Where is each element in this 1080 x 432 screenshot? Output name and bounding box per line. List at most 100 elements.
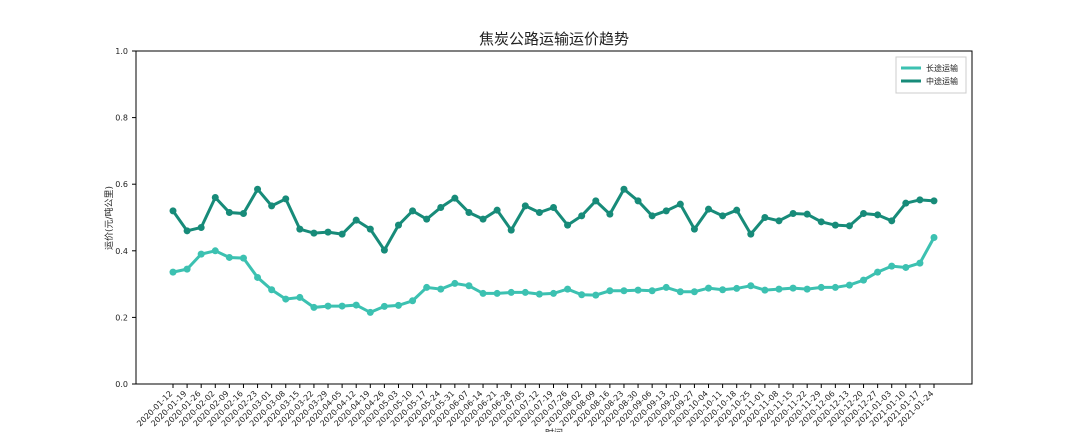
data-point (409, 207, 417, 215)
data-point (239, 254, 247, 262)
data-point (493, 289, 501, 297)
data-point (479, 289, 487, 297)
data-point (705, 205, 713, 213)
data-point (705, 284, 713, 292)
data-point (338, 302, 346, 310)
data-point (690, 288, 698, 296)
data-point (507, 226, 515, 234)
data-point (310, 303, 318, 311)
data-point (197, 223, 205, 231)
y-tick-label: 0.6 (115, 180, 128, 189)
data-point (465, 282, 473, 290)
data-point (578, 212, 586, 220)
data-point (634, 197, 642, 205)
data-point (789, 284, 797, 292)
data-point (338, 230, 346, 238)
data-point (803, 285, 811, 293)
data-point (310, 229, 318, 237)
data-point (521, 288, 529, 296)
data-point (282, 195, 290, 203)
data-point (676, 288, 684, 296)
data-point (197, 250, 205, 258)
data-point (239, 210, 247, 218)
data-point (507, 288, 515, 296)
data-point (268, 286, 276, 294)
data-point (183, 265, 191, 273)
data-point (409, 297, 417, 305)
data-point (930, 233, 938, 241)
data-point (578, 291, 586, 299)
data-point (860, 210, 868, 218)
data-point (902, 263, 910, 271)
data-point (620, 185, 628, 193)
data-point (282, 295, 290, 303)
data-point (803, 210, 811, 218)
data-point (564, 221, 572, 229)
data-point (888, 262, 896, 270)
data-point (352, 301, 360, 309)
y-tick-label: 0.2 (115, 313, 128, 322)
data-point (394, 221, 402, 229)
chart-title: 焦炭公路运输运价趋势 (479, 30, 629, 48)
data-point (874, 211, 882, 219)
data-point (550, 289, 557, 297)
data-point (451, 279, 459, 287)
data-point (845, 281, 853, 289)
plot-frame (135, 50, 973, 385)
data-point (465, 209, 473, 217)
data-point (324, 302, 332, 310)
data-point (394, 301, 402, 309)
data-point (183, 227, 191, 235)
data-point (366, 308, 374, 316)
data-point (845, 222, 853, 230)
data-point (662, 207, 670, 215)
data-point (634, 286, 642, 294)
y-tick-label: 0.8 (115, 114, 128, 123)
data-point (775, 217, 783, 225)
data-point (550, 204, 557, 212)
data-point (747, 230, 755, 238)
data-point (761, 286, 769, 294)
data-point (860, 276, 868, 284)
data-point (831, 283, 839, 291)
data-point (423, 215, 431, 223)
y-tick-label: 0.4 (115, 247, 128, 256)
data-point (169, 268, 177, 276)
data-point (254, 273, 262, 281)
data-point (324, 228, 332, 236)
data-point (690, 225, 698, 233)
data-point (930, 197, 938, 205)
data-point (211, 194, 219, 202)
legend-label: 长途运输 (926, 63, 958, 73)
y-tick-label: 1.0 (115, 47, 128, 56)
data-point (521, 202, 529, 210)
legend-label: 中途运输 (926, 76, 958, 86)
data-point (268, 202, 276, 210)
data-point (479, 215, 487, 223)
data-point (648, 212, 656, 220)
data-point (789, 210, 797, 218)
data-point (620, 287, 628, 295)
data-point (366, 225, 374, 233)
data-point (423, 283, 431, 291)
data-point (916, 259, 924, 267)
data-point (592, 291, 600, 299)
data-point (437, 285, 445, 293)
data-point (225, 209, 233, 217)
data-point (225, 253, 233, 261)
data-point (535, 209, 543, 217)
data-point (254, 185, 262, 193)
data-point (211, 247, 219, 255)
data-point (169, 207, 177, 215)
data-point (648, 287, 656, 295)
data-point (564, 285, 572, 293)
data-point (451, 194, 459, 202)
data-point (719, 286, 727, 294)
data-point (535, 290, 543, 298)
data-point (888, 217, 896, 225)
data-point (775, 285, 783, 293)
data-point (493, 206, 501, 214)
data-point (592, 197, 600, 205)
